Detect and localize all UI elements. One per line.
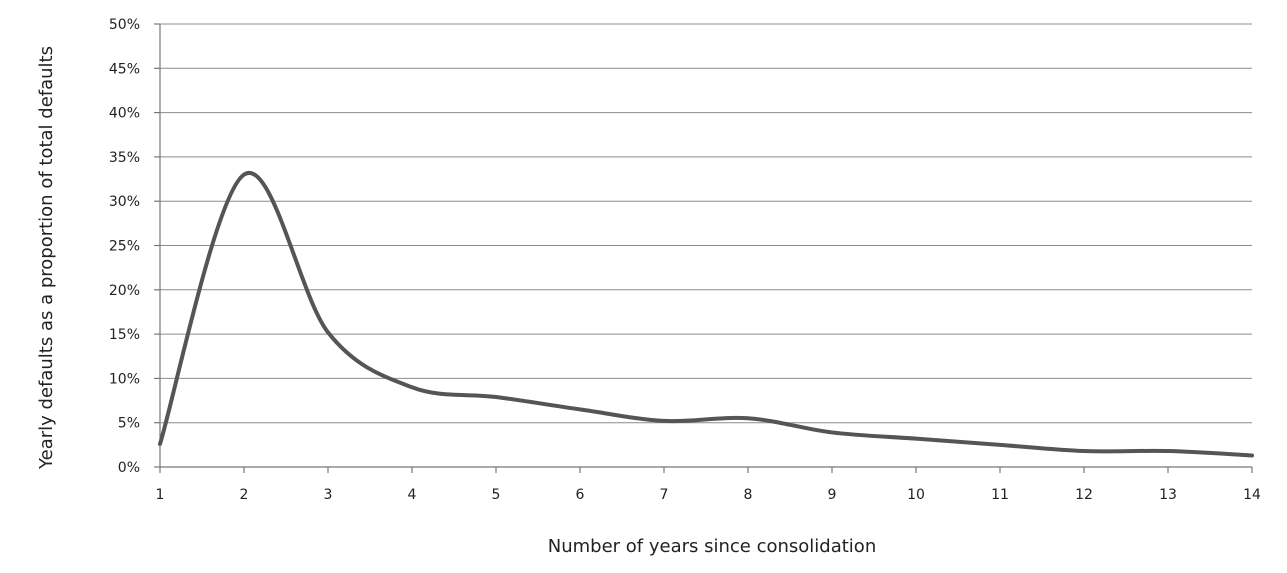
y-tick-label: 20% <box>109 283 140 299</box>
x-tick-label: 10 <box>907 487 925 503</box>
series-group <box>158 170 1254 458</box>
x-tick-label: 5 <box>492 487 501 503</box>
x-tick-labels: 1 2 3 4 5 6 7 8 9 10 11 12 13 14 <box>156 467 1261 503</box>
y-tick-label: 40% <box>109 106 140 122</box>
x-tick-label: 4 <box>408 487 417 503</box>
y-axis-title: Yearly defaults as a proportion of total… <box>36 46 57 470</box>
x-tick-label: 8 <box>744 487 753 503</box>
x-axis-title: Number of years since consolidation <box>548 536 876 557</box>
y-tick-label: 5% <box>118 416 140 432</box>
y-tick-label: 10% <box>109 371 140 387</box>
y-tick-label: 25% <box>109 239 140 255</box>
y-tick-label: 45% <box>109 61 140 77</box>
y-tick-label: 50% <box>109 17 140 33</box>
x-tick-label: 1 <box>156 487 165 503</box>
x-tick-label: 13 <box>1159 487 1177 503</box>
series-line <box>158 170 1254 458</box>
x-tick-label: 7 <box>660 487 669 503</box>
y-tick-label: 15% <box>109 327 140 343</box>
x-tick-label: 12 <box>1075 487 1093 503</box>
x-tick-label: 3 <box>324 487 333 503</box>
x-tick-label: 9 <box>828 487 837 503</box>
y-tick-label: 30% <box>109 194 140 210</box>
x-tick-label: 11 <box>991 487 1009 503</box>
grid-lines <box>160 23 1252 424</box>
y-tick-labels: 0% 5% 10% 15% 20% 25% 30% 35% 40% 45% 50% <box>109 17 160 476</box>
x-tick-label: 6 <box>576 487 585 503</box>
y-tick-label: 35% <box>109 150 140 166</box>
x-tick-label: 2 <box>240 487 249 503</box>
y-tick-label: 0% <box>118 460 140 476</box>
x-tick-label: 14 <box>1243 487 1261 503</box>
